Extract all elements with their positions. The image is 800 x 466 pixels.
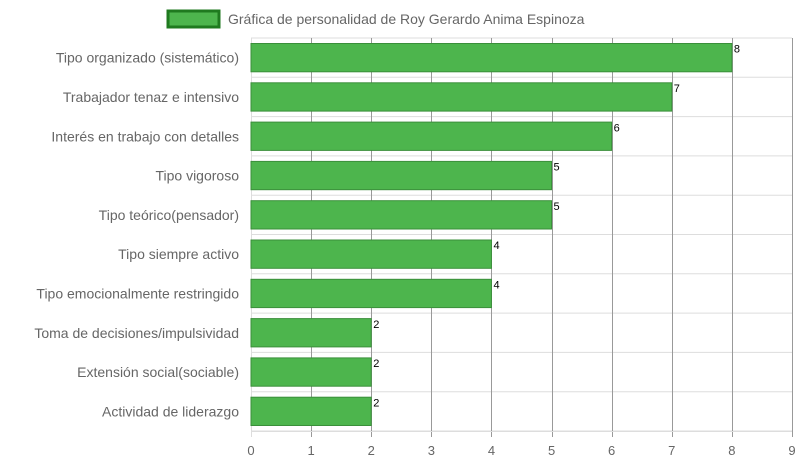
data-label: 2 (373, 397, 379, 409)
bar (250, 82, 673, 112)
data-label: 6 (614, 122, 620, 134)
bar (250, 121, 613, 151)
category-label: Interés en trabajo con detalles (51, 128, 239, 144)
category-label: Tipo teórico(pensador) (99, 207, 239, 223)
category-label: Tipo organizado (sistemático) (56, 50, 239, 66)
category-label: Actividad de liderazgo (102, 403, 239, 419)
x-tick-label: 8 (728, 443, 735, 458)
legend: Gráfica de personalidad de Roy Gerardo A… (166, 9, 585, 29)
x-tick-label: 5 (548, 443, 555, 458)
x-tick-label: 6 (608, 443, 615, 458)
bar (250, 200, 553, 230)
data-label: 2 (373, 358, 379, 370)
x-tick-label: 9 (788, 443, 795, 458)
bar (250, 160, 553, 191)
bar (250, 278, 492, 309)
data-label: 2 (373, 319, 379, 331)
legend-label: Gráfica de personalidad de Roy Gerardo A… (228, 11, 585, 27)
category-label: Toma de decisiones/impulsividad (34, 325, 239, 341)
data-label: 5 (554, 201, 560, 213)
bar (250, 396, 372, 426)
data-labels: 8 7 6 5 5 4 4 2 2 2 (373, 44, 740, 410)
data-label: 4 (493, 279, 499, 291)
category-label: Trabajador tenaz e intensivo (63, 89, 239, 105)
bars (250, 43, 733, 426)
x-tick-label: 0 (247, 443, 254, 458)
x-tick-label: 3 (428, 443, 435, 458)
x-axis-ticks: 0 1 2 3 4 5 6 7 8 9 (247, 443, 795, 458)
category-label: Tipo siempre activo (118, 246, 239, 262)
bar (250, 239, 492, 269)
bar (250, 357, 372, 387)
x-tick-label: 7 (668, 443, 675, 458)
category-label: Tipo vigoroso (155, 168, 239, 184)
category-label: Extensión social(sociable) (77, 364, 239, 380)
data-label: 8 (734, 44, 740, 56)
category-label: Tipo emocionalmente restringido (36, 285, 239, 301)
x-tick-label: 1 (307, 443, 314, 458)
bar (250, 43, 733, 73)
bar (250, 318, 372, 348)
category-labels: Tipo organizado (sistemático) Trabajador … (34, 50, 239, 420)
data-label: 5 (554, 162, 560, 174)
x-tick-label: 2 (368, 443, 375, 458)
data-label: 7 (674, 83, 680, 95)
data-label: 4 (493, 240, 499, 252)
x-tick-label: 4 (488, 443, 495, 458)
legend-swatch (166, 9, 221, 29)
